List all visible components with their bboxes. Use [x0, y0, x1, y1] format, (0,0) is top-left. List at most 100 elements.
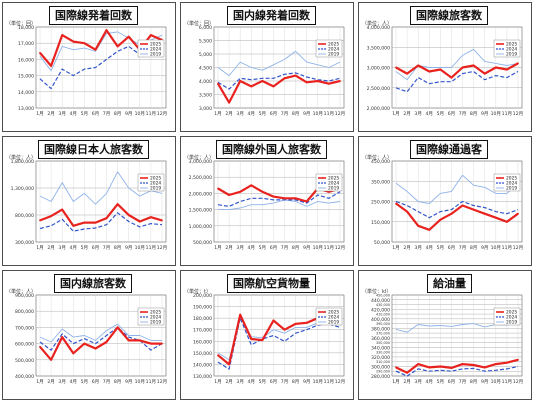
data-point	[494, 363, 497, 365]
y-tick-label: 280,000	[371, 374, 390, 380]
data-point	[228, 101, 230, 104]
x-tick-label: 5月	[437, 111, 445, 117]
data-point	[105, 217, 108, 220]
y-tick-label: 290,000	[376, 370, 390, 374]
x-tick-label: 11月	[324, 379, 334, 385]
x-tick-label: 2月	[225, 245, 233, 251]
x-tick-label: 7月	[103, 379, 111, 385]
legend-label-2019: 2019	[328, 52, 339, 58]
data-point	[72, 352, 75, 355]
y-tick-label: 4,000	[199, 79, 212, 85]
y-tick-label: 18,000	[18, 25, 34, 31]
plot-area	[35, 160, 167, 243]
x-tick-label: 3月	[58, 111, 66, 117]
x-tick-label: 12月	[513, 379, 523, 385]
x-tick-label: 2月	[403, 379, 411, 385]
legend-label-2024: 2024	[506, 315, 517, 321]
y-tick-label: 400,000	[371, 317, 390, 323]
data-point	[116, 45, 119, 48]
y-tick-label: 800,000	[15, 213, 34, 219]
data-point	[50, 215, 52, 217]
data-point	[428, 228, 431, 231]
data-point	[150, 34, 152, 36]
data-point	[461, 204, 464, 207]
x-tick-label: 1月	[392, 245, 400, 251]
x-tick-label: 12月	[157, 111, 167, 117]
y-tick-label: 3,500,000	[367, 45, 390, 51]
legend-label-2025: 2025	[506, 310, 517, 316]
x-tick-label: 7月	[103, 111, 111, 117]
y-tick-label: 190,000	[193, 305, 212, 311]
series-line-2025	[395, 62, 519, 79]
chart-svg-6: 400,000 500,000 600,000 700,000 800,000 900,0…	[2, 270, 176, 400]
y-tick-label: 15,000	[18, 74, 34, 80]
x-tick-label: 8月	[114, 245, 122, 251]
x-tick-label: 2月	[47, 111, 55, 117]
x-tick-label: 10月	[313, 245, 323, 251]
x-tick-label: 11月	[502, 245, 512, 251]
chart-title: 国際線日本人旅客数	[38, 140, 149, 159]
x-tick-label: 8月	[470, 111, 478, 117]
unit-label: （単位：人）	[6, 155, 37, 161]
data-point	[483, 366, 486, 369]
data-point	[439, 365, 442, 368]
data-point	[261, 190, 264, 193]
chart-title: 国際線外国人旅客数	[216, 140, 327, 159]
x-tick-label: 2月	[47, 379, 55, 385]
x-tick-label: 7月	[281, 245, 289, 251]
chart-panel-1: 3,000 3,500 4,000 4,500 5,000 5,500 6,000 1月 2月 3…	[178, 0, 356, 133]
data-point	[138, 220, 141, 223]
data-point	[461, 66, 464, 69]
data-point	[450, 367, 453, 369]
x-tick-label: 3月	[414, 245, 422, 251]
y-tick-label: 600,000	[15, 342, 34, 348]
x-tick-label: 5月	[259, 111, 267, 117]
legend-label-2024: 2024	[328, 47, 339, 53]
data-point	[83, 42, 86, 45]
y-tick-label: 1,000,000	[189, 224, 212, 230]
unit-label: （単位：t）	[184, 289, 211, 295]
chart-panel-0: 13,000 14,000 15,000 16,000 17,000 18,000 1月 2月…	[0, 0, 178, 133]
data-point	[506, 220, 508, 223]
x-tick-label: 5月	[437, 245, 445, 251]
y-tick-label: 360,000	[371, 336, 390, 342]
x-tick-label: 1月	[36, 379, 44, 385]
x-tick-label: 12月	[513, 245, 523, 251]
y-tick-label: 440,000	[371, 298, 390, 304]
y-tick-label: 900,000	[15, 293, 34, 299]
legend-label-2019: 2019	[506, 186, 517, 192]
x-tick-label: 9月	[125, 245, 133, 251]
chart-svg-2: 2,000,000 2,500,000 3,000,000 3,500,000 4,00…	[358, 2, 532, 132]
data-point	[61, 208, 64, 211]
series-line-2019	[39, 323, 162, 343]
x-tick-label: 11月	[502, 379, 512, 385]
x-tick-label: 11月	[324, 245, 334, 251]
unit-label: （単位：人）	[362, 21, 393, 27]
series-line-2024	[39, 212, 163, 232]
x-tick-label: 4月	[248, 111, 256, 117]
legend-label-2019: 2019	[150, 320, 161, 326]
x-tick-label: 7月	[459, 111, 467, 117]
x-tick-label: 6月	[92, 379, 100, 385]
y-tick-label: 330,000	[376, 351, 390, 355]
y-tick-label: 180,000	[193, 316, 212, 322]
chart-title: 国際線通過客	[410, 140, 488, 159]
y-tick-label: 130,000	[193, 374, 212, 380]
x-tick-label: 7月	[459, 245, 467, 251]
x-tick-label: 11月	[324, 111, 334, 117]
legend-label-2024: 2024	[328, 181, 339, 187]
x-tick-label: 8月	[292, 379, 300, 385]
data-point	[439, 68, 442, 71]
x-tick-label: 9月	[481, 379, 489, 385]
series-line-2024	[217, 72, 341, 90]
x-tick-label: 10月	[313, 379, 323, 385]
data-point	[305, 200, 308, 203]
data-point	[517, 212, 519, 215]
data-point	[39, 219, 41, 222]
y-tick-label: 450,000	[371, 159, 390, 165]
data-point	[161, 342, 163, 345]
x-tick-label: 6月	[448, 245, 456, 251]
data-point	[72, 40, 75, 43]
x-tick-label: 4月	[248, 245, 256, 251]
y-tick-label: 140,000	[193, 362, 212, 368]
